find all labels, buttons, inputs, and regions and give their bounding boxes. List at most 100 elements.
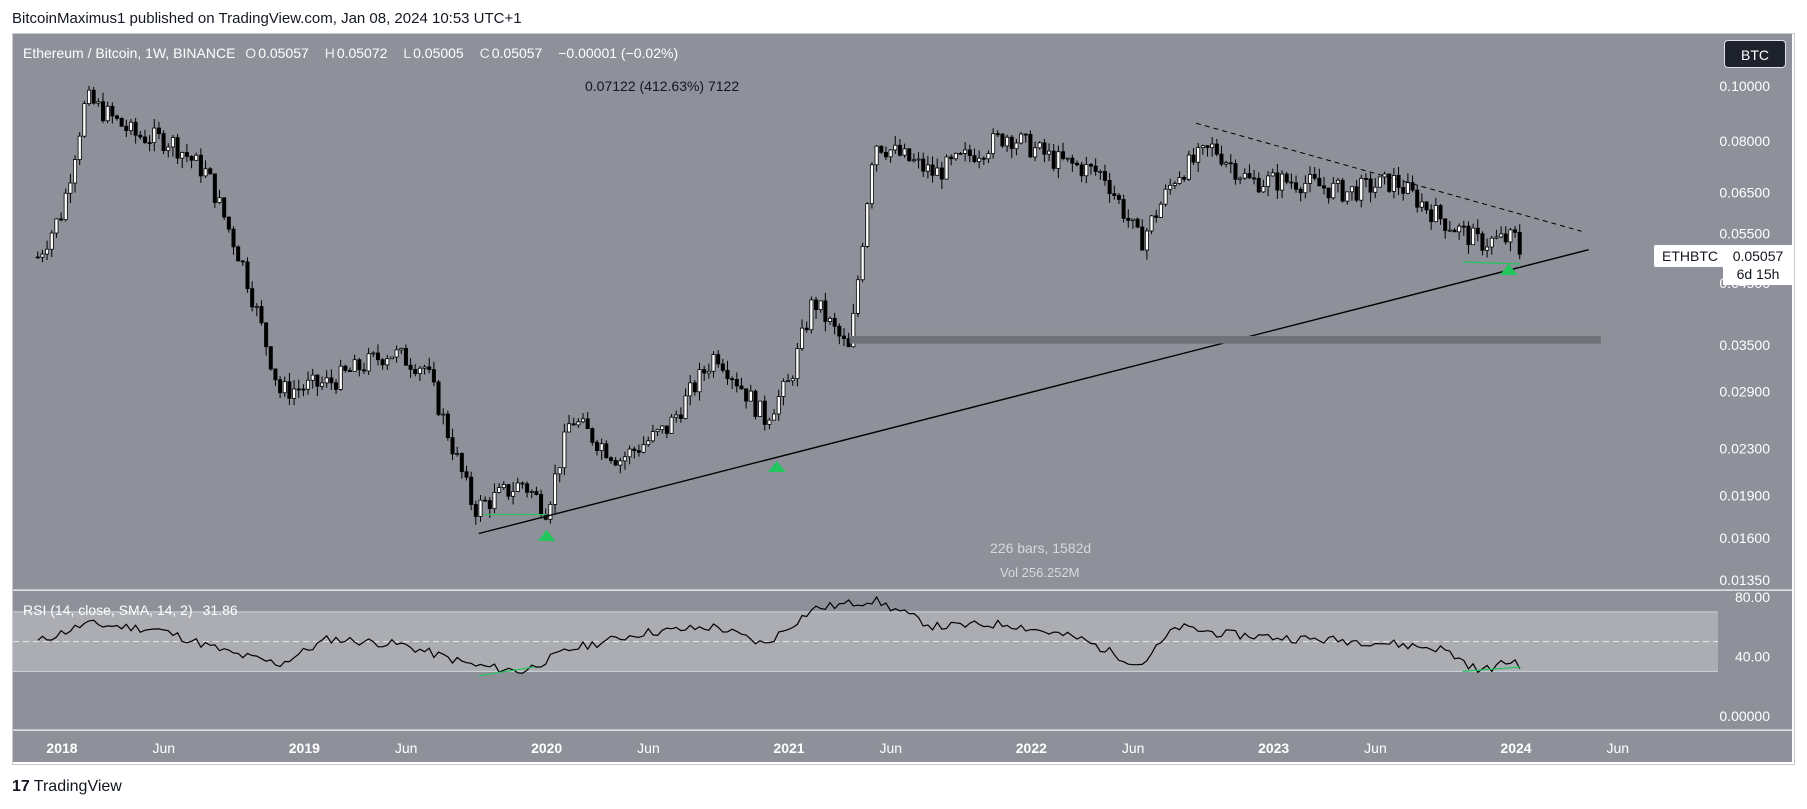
candle-body-127: [627, 448, 632, 458]
price-tick-2: 0.06500: [1719, 184, 1770, 200]
candle-body-76: [389, 356, 394, 360]
candle-body-289: [1382, 173, 1387, 178]
rsi-divergence-line-1: [478, 666, 535, 677]
candle-body-97: [487, 500, 492, 510]
candle-body-136: [669, 416, 674, 434]
candle-body-43: [236, 246, 241, 262]
candle-body-183: [888, 149, 893, 158]
candle-body-317: [1513, 229, 1518, 233]
candle-body-72: [371, 352, 376, 355]
candle-body-2: [45, 248, 50, 255]
candle-body-64: [334, 382, 339, 390]
ascending-support-line: [478, 249, 1589, 535]
candle-body-308: [1471, 227, 1476, 246]
candle-body-232: [1116, 195, 1121, 200]
candle-body-215: [1037, 142, 1042, 149]
ohlc-legend: Ethereum / Bitcoin, 1W, BINANCE O 0.05057…: [23, 45, 684, 61]
candle-body-266: [1275, 172, 1280, 191]
candle-body-130: [641, 444, 646, 453]
candle-body-186: [902, 148, 907, 156]
candle-body-117: [581, 418, 586, 423]
candle-body-144: [706, 370, 711, 374]
candle-body-166: [809, 299, 814, 331]
candle-body-193: [935, 167, 940, 176]
candle-body-18: [119, 117, 124, 127]
candle-body-236: [1135, 218, 1140, 228]
candle-body-1: [40, 253, 45, 258]
candle-body-68: [352, 359, 357, 372]
currency-button[interactable]: BTC: [1724, 40, 1786, 68]
candle-body-253: [1214, 143, 1219, 155]
candle-body-181: [879, 145, 884, 153]
rsi-legend[interactable]: RSI (14, close, SMA, 14, 2) 31.86: [23, 602, 238, 618]
candle-body-96: [483, 499, 488, 502]
candle-body-128: [632, 448, 637, 452]
candle-body-178: [865, 203, 870, 247]
candle-body-28: [166, 146, 171, 151]
candle-body-301: [1438, 205, 1443, 220]
candle-body-79: [403, 347, 408, 366]
candle-body-290: [1387, 173, 1392, 192]
candle-body-129: [636, 450, 641, 453]
candle-body-299: [1429, 209, 1434, 223]
candle-body-51: [273, 368, 278, 381]
candle-body-5: [59, 218, 64, 221]
time-tick-0: 2018: [46, 740, 77, 756]
candle-body-82: [417, 367, 422, 374]
candle-body-220: [1061, 151, 1066, 159]
candle-body-153: [748, 390, 753, 402]
candle-body-211: [1019, 133, 1024, 144]
candle-body-163: [795, 348, 800, 379]
price-tick-0: 0.10000: [1719, 78, 1770, 94]
price-tick-1: 0.08000: [1719, 133, 1770, 149]
candle-body-239: [1149, 215, 1154, 232]
candle-body-0: [35, 256, 40, 259]
candle-body-243: [1168, 184, 1173, 190]
price-pane-bg: [13, 34, 1718, 590]
time-tick-6: 2021: [773, 740, 804, 756]
candle-body-196: [949, 156, 954, 160]
candle-body-167: [814, 299, 819, 311]
tradingview-brand[interactable]: 17 TradingView: [12, 778, 122, 796]
price-tick-3: 0.05500: [1719, 225, 1770, 241]
rsi-axis-ticks: 80.00 40.00 0.00000: [1719, 589, 1770, 724]
time-tick-10: 2023: [1258, 740, 1289, 756]
candle-body-21: [133, 121, 138, 136]
candle-body-296: [1415, 189, 1420, 208]
candle-body-315: [1503, 233, 1508, 243]
candle-body-54: [287, 381, 292, 399]
price-tick-6: 0.02900: [1719, 383, 1770, 399]
candle-body-83: [422, 366, 427, 369]
candle-body-75: [385, 358, 390, 366]
candle-body-274: [1312, 174, 1317, 179]
price-tick-9: 0.01600: [1719, 530, 1770, 546]
candle-body-223: [1075, 162, 1080, 166]
rsi-line: [37, 595, 1521, 674]
candle-body-3: [49, 232, 54, 250]
candle-body-102: [511, 491, 516, 497]
candle-body-310: [1480, 233, 1485, 251]
price-tick-5: 0.03500: [1719, 337, 1770, 353]
candle-body-32: [184, 152, 189, 157]
buy-arrow-icon-2: [767, 461, 786, 472]
candle-body-230: [1107, 180, 1112, 195]
candle-body-295: [1410, 182, 1415, 191]
candle-body-37: [208, 168, 213, 175]
candle-body-224: [1079, 164, 1084, 177]
buy-arrow-icon-1: [537, 530, 556, 541]
rsi-divergence-line-2: [1462, 666, 1521, 672]
candle-body-25: [152, 127, 157, 144]
candle-body-169: [823, 300, 828, 322]
candle-body-210: [1014, 142, 1019, 150]
price-axis-ticks: 0.100000.080000.065000.055000.045000.035…: [1719, 78, 1770, 588]
symbol-title[interactable]: Ethereum / Bitcoin, 1W, BINANCE: [23, 45, 236, 61]
candle-body-233: [1121, 199, 1126, 219]
candle-body-276: [1321, 185, 1326, 189]
candle-body-103: [515, 482, 520, 492]
candle-body-62: [324, 377, 329, 384]
candle-body-60: [315, 374, 320, 387]
candle-body-268: [1284, 173, 1289, 183]
candle-body-133: [655, 429, 660, 432]
buy-arrow-icon-3: [1499, 264, 1518, 275]
